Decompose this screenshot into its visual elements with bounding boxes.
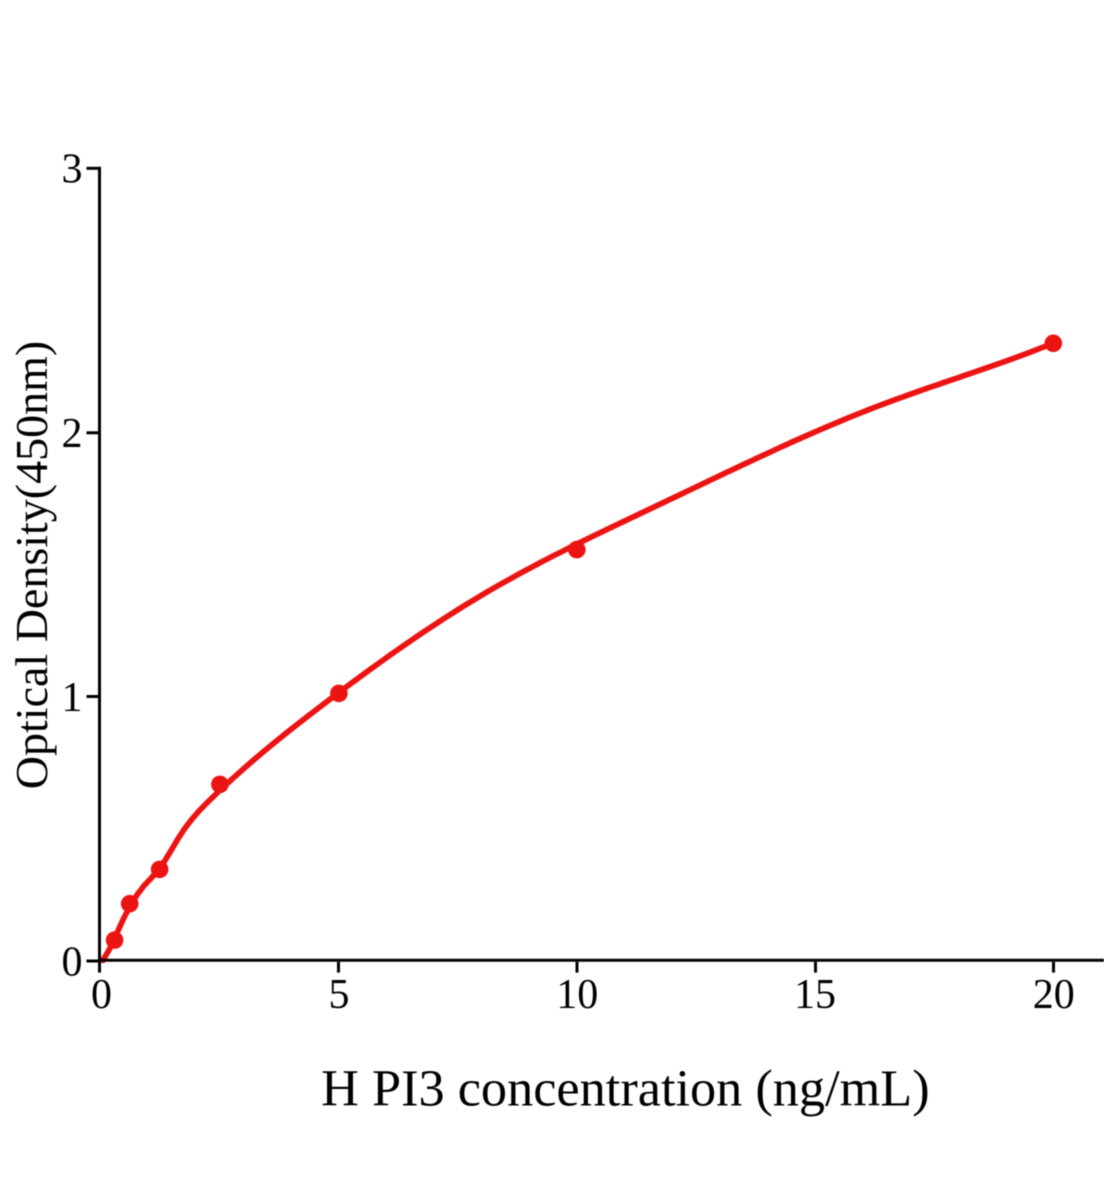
svg-text:15: 15 — [794, 972, 836, 1018]
svg-text:H PI3 concentration (ng/mL): H PI3 concentration (ng/mL) — [321, 1060, 930, 1118]
svg-text:1: 1 — [62, 675, 83, 721]
svg-text:2: 2 — [62, 411, 83, 457]
svg-text:0: 0 — [91, 972, 112, 1018]
svg-text:3: 3 — [62, 147, 83, 193]
svg-text:10: 10 — [556, 972, 598, 1018]
svg-text:20: 20 — [1033, 972, 1075, 1018]
svg-text:0: 0 — [62, 939, 83, 985]
svg-text:5: 5 — [329, 972, 350, 1018]
svg-text:Optical Density(450nm): Optical Density(450nm) — [6, 341, 57, 789]
